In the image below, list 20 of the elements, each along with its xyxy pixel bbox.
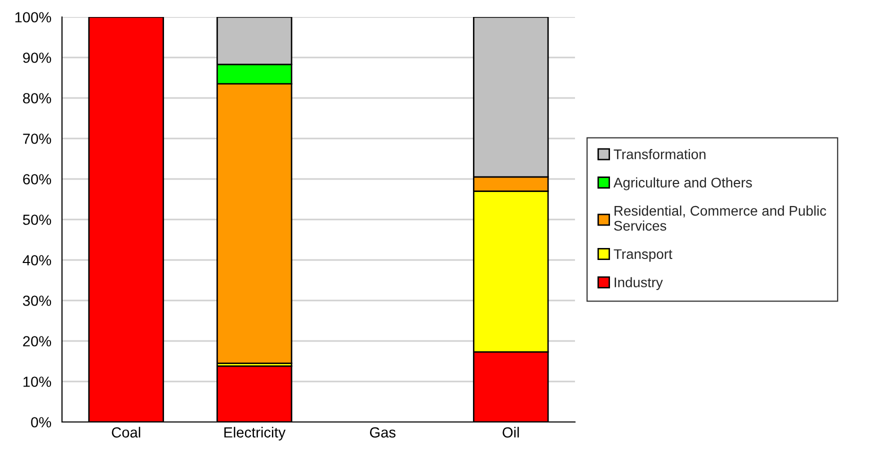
y-tick-label: 0%: [31, 417, 52, 428]
legend-label: Transport: [614, 249, 672, 262]
legend-label: Transformation: [614, 149, 706, 160]
y-tick-label: 50%: [22, 214, 52, 225]
y-tick-label: 60%: [23, 174, 52, 184]
legend-label: Industry: [614, 277, 663, 290]
x-tick-label: Oil: [502, 426, 519, 438]
legend-label: Residential, Commerce and Public Services: [614, 206, 826, 231]
y-tick-label: 20%: [23, 336, 52, 346]
x-tick-label: Coal: [112, 426, 140, 438]
y-tick-label: 80%: [23, 93, 52, 104]
y-tick-label: 40%: [22, 255, 52, 266]
y-tick-label: 90%: [23, 52, 52, 63]
y-tick-label: 10%: [24, 376, 52, 387]
y-tick-label: 70%: [23, 134, 52, 144]
x-tick-label: Electricity: [224, 426, 286, 440]
y-tick-label: 30%: [22, 296, 52, 306]
y-tick-label: 100%: [15, 12, 52, 22]
legend-label: Agriculture and Others: [613, 177, 752, 190]
x-tick-label: Gas: [370, 427, 396, 438]
